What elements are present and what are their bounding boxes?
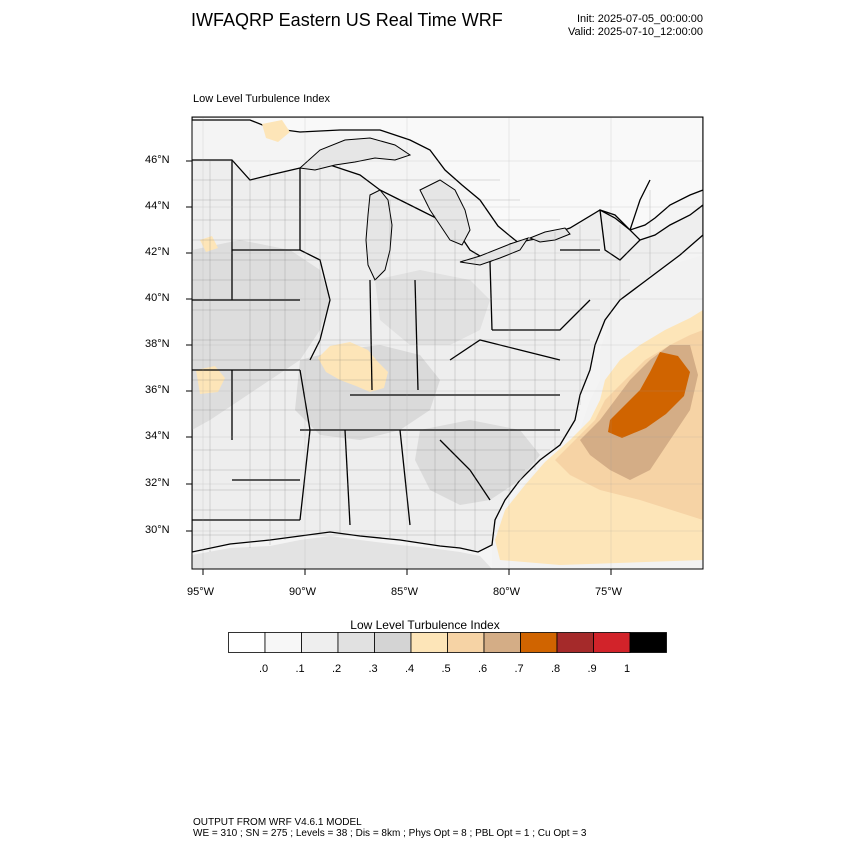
colorbar-swatch (593, 632, 631, 653)
colorbar-swatch (264, 632, 302, 653)
colorbar-label: .7 (514, 663, 524, 675)
model-info-line-1: OUTPUT FROM WRF V4.6.1 MODEL (193, 817, 362, 828)
colorbar-label: .5 (441, 663, 451, 675)
colorbar-swatch (447, 632, 485, 653)
shade-zone-southeast (415, 420, 540, 505)
turbulence-patch-kentucky (318, 342, 388, 392)
map-frame (191, 116, 704, 570)
lon-label: 95°W (187, 586, 215, 598)
colorbar-label: .0 (259, 663, 269, 675)
colorbar-label: .3 (368, 663, 378, 675)
colorbar (228, 632, 667, 653)
model-info-line-2: WE = 310 ; SN = 275 ; Levels = 38 ; Dis … (193, 828, 587, 839)
lat-label: 30°N (145, 524, 170, 536)
colorbar-label: .4 (405, 663, 415, 675)
lake-superior (298, 137, 412, 171)
colorbar-swatch (337, 632, 375, 653)
lat-label: 34°N (145, 430, 170, 442)
lat-label: 42°N (145, 246, 170, 258)
lat-label: 40°N (145, 292, 170, 304)
colorbar-label: .6 (478, 663, 488, 675)
shade-zone-west (192, 240, 330, 430)
lon-label: 80°W (493, 586, 521, 598)
colorbar-swatch (556, 632, 594, 653)
us-land (192, 159, 703, 553)
init-time: Init: 2025-07-05_00:00:00 (577, 13, 703, 25)
graticule (192, 117, 703, 569)
lat-tick-marks (186, 160, 192, 532)
lon-label: 85°W (391, 586, 419, 598)
lake-ontario (528, 227, 571, 243)
lon-label: 75°W (595, 586, 623, 598)
colorbar-label: .2 (332, 663, 342, 675)
lat-label: 32°N (145, 477, 170, 489)
colorbar-swatch (228, 632, 266, 653)
colorbar-title: Low Level Turbulence Index (350, 618, 500, 632)
gulf-of-mexico (192, 536, 492, 569)
colorbar-swatch (301, 632, 339, 653)
colorbar-label: .9 (587, 663, 597, 675)
lat-label: 36°N (145, 384, 170, 396)
lat-label: 46°N (145, 154, 170, 166)
lake-erie (459, 237, 530, 266)
lat-label: 38°N (145, 338, 170, 350)
county-borders (192, 160, 651, 552)
colorbar-label: .8 (551, 663, 561, 675)
panel-title: Low Level Turbulence Index (193, 93, 330, 105)
colorbar-swatch (374, 632, 412, 653)
main-title: IWFAQRP Eastern US Real Time WRF (191, 10, 503, 30)
colorbar-swatch (410, 632, 448, 653)
colorbar-label: .1 (295, 663, 305, 675)
turbulence-patch-minnesota (262, 120, 290, 142)
lon-label: 90°W (289, 586, 317, 598)
lat-label: 44°N (145, 200, 170, 212)
turbulence-ocean-core (608, 352, 690, 438)
colorbar-swatch (483, 632, 521, 653)
shade-zone-ohio (375, 270, 490, 345)
colorbar-label: 1 (624, 663, 631, 675)
colorbar-swatch (520, 632, 558, 653)
colorbar-swatch (629, 632, 667, 653)
valid-time: Valid: 2025-07-10_12:00:00 (568, 26, 703, 38)
lon-tick-marks (202, 569, 612, 575)
lake-michigan (365, 189, 393, 281)
